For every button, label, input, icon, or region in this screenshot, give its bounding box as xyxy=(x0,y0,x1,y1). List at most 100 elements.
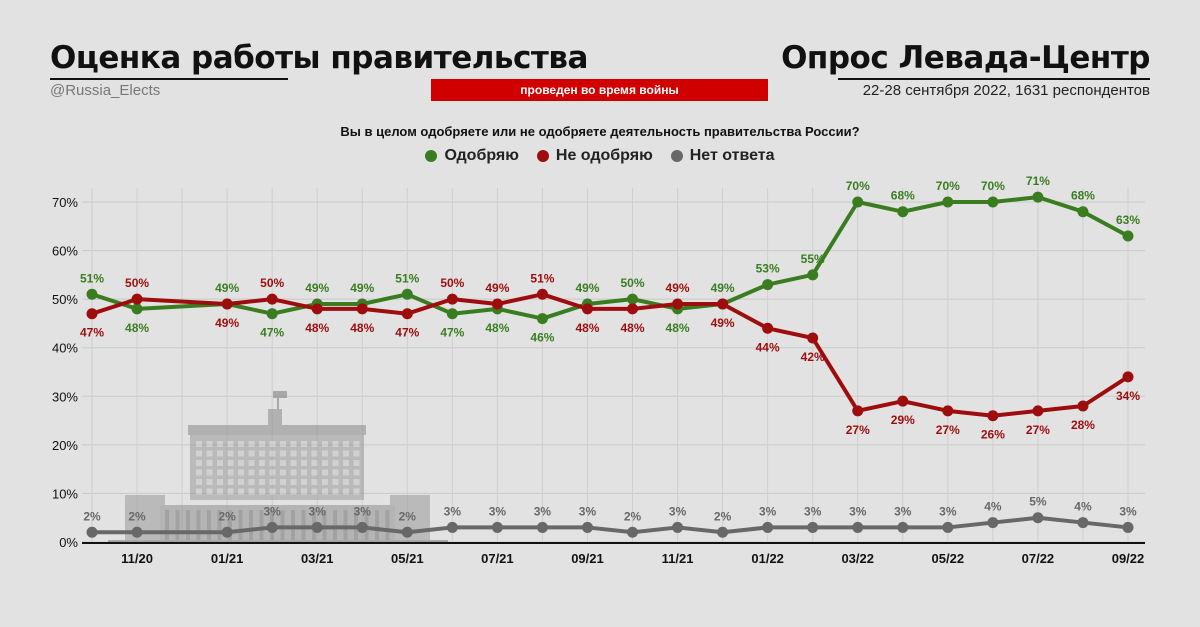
data-point-no-answer xyxy=(807,521,819,533)
building-window xyxy=(248,441,255,447)
war-badge: проведен во время войны xyxy=(431,79,768,101)
building-window xyxy=(259,441,265,447)
data-label-disapprove: 48% xyxy=(621,321,645,335)
y-tick-label: 30% xyxy=(52,389,78,404)
data-label-no-answer: 2% xyxy=(399,509,417,523)
data-label-approve: 49% xyxy=(350,281,374,295)
legend: Одобряю Не одобряю Нет ответа xyxy=(0,147,1200,165)
building-window xyxy=(248,488,255,495)
building-window xyxy=(301,450,307,457)
data-point-no-answer xyxy=(987,517,999,529)
x-tick-label: 07/22 xyxy=(1022,551,1055,566)
data-label-disapprove: 48% xyxy=(575,321,599,335)
building-window xyxy=(217,450,223,457)
building-window xyxy=(206,460,213,466)
data-point-no-answer xyxy=(897,521,909,533)
data-point-no-answer xyxy=(131,526,143,538)
y-tick-label: 70% xyxy=(52,195,78,210)
building-window xyxy=(353,441,360,447)
data-point-approve xyxy=(852,196,864,208)
x-tick-label: 03/22 xyxy=(841,551,874,566)
building-window xyxy=(280,479,286,485)
data-label-no-answer: 3% xyxy=(489,504,507,518)
data-label-disapprove: 48% xyxy=(350,321,374,335)
building-window xyxy=(290,469,297,476)
building-window xyxy=(322,469,328,476)
building-column xyxy=(175,510,180,540)
building-window xyxy=(206,441,213,447)
building-window xyxy=(206,488,213,495)
data-point-disapprove xyxy=(897,395,909,407)
building-window xyxy=(196,488,202,495)
data-label-disapprove: 27% xyxy=(846,423,870,437)
data-point-disapprove xyxy=(942,405,954,417)
data-label-approve: 53% xyxy=(756,262,780,276)
building-window xyxy=(238,460,244,466)
building-window xyxy=(280,450,286,457)
data-label-no-answer: 3% xyxy=(309,504,327,518)
data-point-disapprove xyxy=(266,293,278,305)
building-window xyxy=(217,488,223,495)
building-column xyxy=(343,510,348,540)
building-window xyxy=(259,479,265,485)
building-window xyxy=(238,441,244,447)
building-window xyxy=(290,479,297,485)
building-window xyxy=(196,450,202,457)
data-point-disapprove xyxy=(807,332,819,344)
data-label-no-answer: 3% xyxy=(804,504,822,518)
data-label-approve: 48% xyxy=(485,321,509,335)
data-label-approve: 70% xyxy=(981,179,1005,193)
data-label-no-answer: 3% xyxy=(939,504,957,518)
building-window xyxy=(248,469,255,476)
legend-label-approve: Одобряю xyxy=(444,147,519,164)
building-column xyxy=(333,510,337,540)
building-window xyxy=(269,450,276,457)
x-tick-label: 09/22 xyxy=(1112,551,1145,566)
data-point-no-answer xyxy=(221,526,233,538)
data-point-no-answer xyxy=(717,526,729,538)
data-point-no-answer xyxy=(1077,517,1089,529)
building-window xyxy=(269,488,276,495)
title-right-underline xyxy=(838,78,1150,80)
building-window xyxy=(259,460,265,466)
data-label-disapprove: 50% xyxy=(440,276,464,290)
data-point-disapprove xyxy=(536,288,548,300)
title-left-underline xyxy=(50,78,288,80)
data-point-no-answer xyxy=(672,521,684,533)
data-point-disapprove xyxy=(1077,400,1089,412)
data-point-approve xyxy=(86,288,98,300)
data-label-no-answer: 3% xyxy=(894,504,912,518)
poll-details: 22-28 сентября 2022, 1631 респондентов xyxy=(862,82,1150,99)
building-window xyxy=(311,460,318,466)
data-point-disapprove xyxy=(356,303,368,315)
building-window xyxy=(332,450,339,457)
building-window xyxy=(353,450,360,457)
data-point-no-answer xyxy=(491,521,503,533)
building-window xyxy=(280,488,286,495)
data-label-approve: 49% xyxy=(575,281,599,295)
data-label-approve: 68% xyxy=(891,189,915,203)
building-column xyxy=(196,510,201,540)
data-label-approve: 47% xyxy=(260,326,284,340)
data-label-approve: 49% xyxy=(305,281,329,295)
data-point-disapprove xyxy=(1122,371,1134,383)
building-window xyxy=(332,460,339,466)
building-window xyxy=(332,469,339,476)
building-window xyxy=(290,441,297,447)
x-tick-label: 09/21 xyxy=(571,551,604,566)
survey-question: Вы в целом одобряете или не одобряете де… xyxy=(340,124,860,139)
building-window xyxy=(227,450,234,457)
data-point-no-answer xyxy=(627,526,639,538)
building-window xyxy=(343,460,349,466)
data-label-disapprove: 26% xyxy=(981,428,1005,442)
data-label-disapprove: 49% xyxy=(215,316,239,330)
building-column xyxy=(217,510,222,540)
building-column xyxy=(291,510,295,540)
building-window xyxy=(259,488,265,495)
building-window xyxy=(343,450,349,457)
data-label-no-answer: 3% xyxy=(669,504,687,518)
data-label-no-answer: 2% xyxy=(624,509,642,523)
building-window xyxy=(322,460,328,466)
data-label-no-answer: 2% xyxy=(128,509,146,523)
